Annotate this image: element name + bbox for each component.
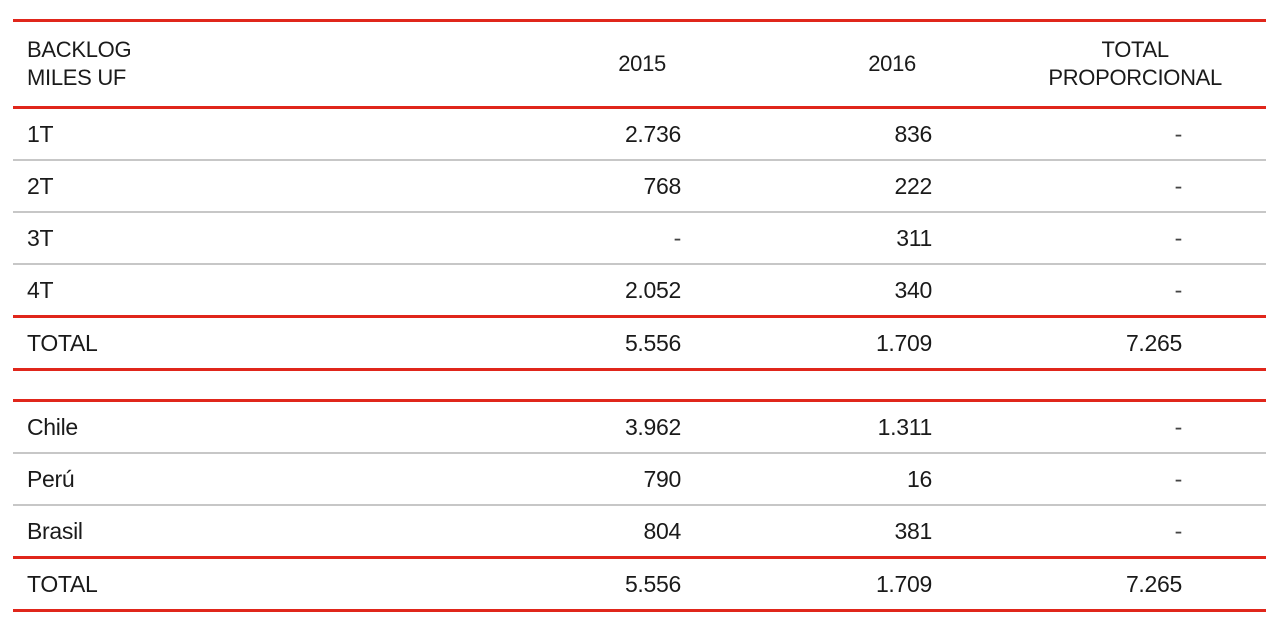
total-rule	[13, 556, 1266, 559]
section-rule	[13, 399, 1266, 402]
table-row: Brasil 804 381 -	[27, 517, 1182, 544]
header-2016: 2016	[868, 51, 916, 76]
backlog-table: BACKLOG MILES UF 2015 2016 TOTAL PROPORC…	[13, 19, 1266, 612]
header-rule	[13, 106, 1266, 109]
table-row: 4T 2.052 340 -	[27, 276, 1182, 303]
row-divider	[13, 211, 1266, 213]
table-row: 1T 2.736 836 -	[27, 120, 1182, 147]
table-row: Chile 3.962 1.311 -	[27, 413, 1182, 440]
section-spacer	[13, 371, 1266, 399]
total-row: TOTAL 5.556 1.709 7.265	[27, 570, 1182, 597]
top-rule	[13, 19, 1266, 22]
row-divider	[13, 159, 1266, 161]
bottom-rule	[13, 609, 1266, 612]
table-row: Perú 790 16 -	[27, 465, 1182, 492]
total-rule	[13, 315, 1266, 318]
row-divider	[13, 263, 1266, 265]
header-total: TOTAL PROPORCIONAL	[1048, 37, 1222, 90]
table-row: 3T - 311 -	[27, 224, 1182, 251]
table-header: BACKLOG MILES UF 2015 2016 TOTAL PROPORC…	[13, 22, 1266, 106]
section-rule	[13, 368, 1266, 371]
table-row: 2T 768 222 -	[27, 172, 1182, 199]
total-row: TOTAL 5.556 1.709 7.265	[27, 329, 1182, 356]
row-divider	[13, 452, 1266, 454]
header-2015: 2015	[618, 51, 666, 76]
header-label: BACKLOG MILES UF	[27, 37, 132, 90]
row-divider	[13, 504, 1266, 506]
